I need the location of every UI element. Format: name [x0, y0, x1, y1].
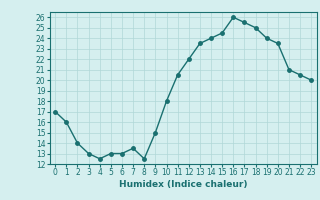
X-axis label: Humidex (Indice chaleur): Humidex (Indice chaleur): [119, 180, 247, 189]
